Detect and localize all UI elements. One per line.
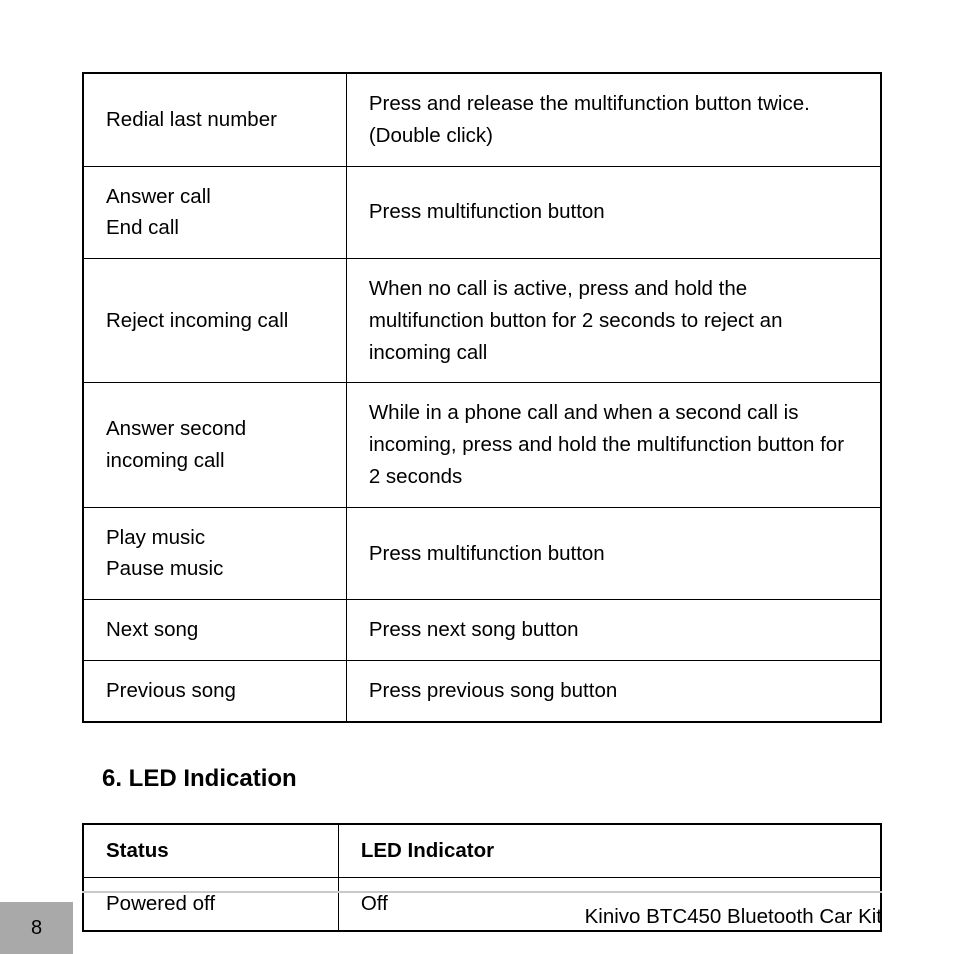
- led-thead: Status LED Indicator: [83, 824, 881, 878]
- led-header-indicator: LED Indicator: [338, 824, 881, 878]
- table-header-row: Status LED Indicator: [83, 824, 881, 878]
- table-row: Next song Press next song button: [83, 600, 881, 661]
- function-action-cell: Press multifunction button: [346, 166, 881, 259]
- function-name-cell: Play music Pause music: [83, 507, 346, 600]
- function-name-cell: Answer call End call: [83, 166, 346, 259]
- function-name-cell: Next song: [83, 600, 346, 661]
- table-row: Play music Pause music Press multifuncti…: [83, 507, 881, 600]
- product-name: Kinivo BTC450 Bluetooth Car Kit: [585, 905, 882, 929]
- table-row: Answer second incoming call While in a p…: [83, 383, 881, 507]
- function-name-cell: Previous song: [83, 660, 346, 721]
- function-action-cell: Press and release the multifunction butt…: [346, 73, 881, 166]
- table-row: Answer call End call Press multifunction…: [83, 166, 881, 259]
- section-heading-led: 6. LED Indication: [102, 765, 882, 793]
- cell-text: Redial last number: [106, 104, 324, 136]
- cell-text: Pause music: [106, 553, 324, 585]
- led-header-status: Status: [83, 824, 338, 878]
- page-content: Redial last number Press and release the…: [0, 0, 954, 932]
- cell-text: Reject incoming call: [106, 305, 324, 337]
- cell-text: Play music: [106, 522, 324, 554]
- cell-text: Next song: [106, 614, 324, 646]
- function-name-cell: Reject incoming call: [83, 259, 346, 383]
- function-action-cell: Press multifunction button: [346, 507, 881, 600]
- function-name-cell: Answer second incoming call: [83, 383, 346, 507]
- table-row: Reject incoming call When no call is act…: [83, 259, 881, 383]
- function-action-cell: Press previous song button: [346, 660, 881, 721]
- page-number: 8: [31, 917, 42, 940]
- cell-text: Answer call: [106, 181, 324, 213]
- functions-tbody: Redial last number Press and release the…: [83, 73, 881, 722]
- page-number-box: 8: [0, 902, 73, 954]
- cell-text: Previous song: [106, 675, 324, 707]
- table-row: Previous song Press previous song button: [83, 660, 881, 721]
- function-action-cell: While in a phone call and when a second …: [346, 383, 881, 507]
- function-action-cell: When no call is active, press and hold t…: [346, 259, 881, 383]
- function-name-cell: Redial last number: [83, 73, 346, 166]
- functions-table: Redial last number Press and release the…: [82, 72, 882, 723]
- cell-text: Answer second incoming call: [106, 413, 324, 477]
- function-action-cell: Press next song button: [346, 600, 881, 661]
- cell-text: End call: [106, 212, 324, 244]
- footer-rule: [82, 891, 882, 893]
- table-row: Redial last number Press and release the…: [83, 73, 881, 166]
- page-footer: 8 Kinivo BTC450 Bluetooth Car Kit: [0, 891, 954, 954]
